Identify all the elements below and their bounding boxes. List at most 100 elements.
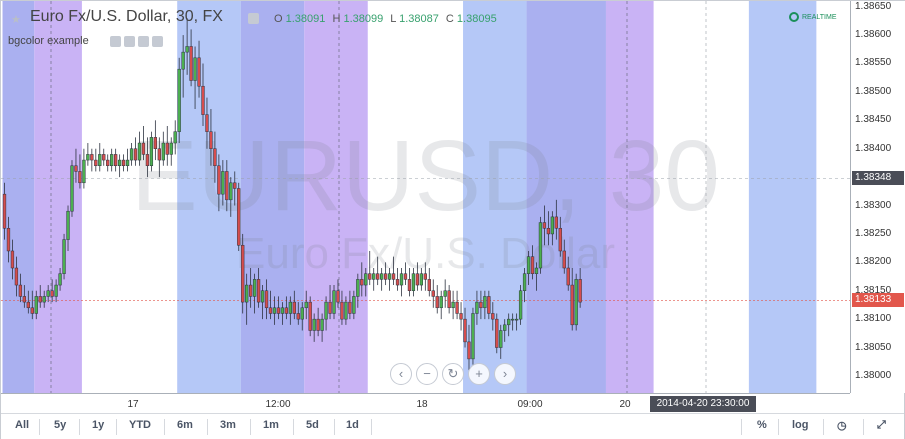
settings-icon[interactable]	[248, 13, 259, 24]
study-icons[interactable]	[110, 36, 166, 54]
crosshair-time-badge: 2014-04-20 23:30:00	[650, 396, 756, 412]
candle-body	[145, 154, 150, 167]
candle-body	[50, 290, 54, 297]
candle-body	[340, 301, 344, 320]
candle-body	[503, 324, 507, 331]
candle-body	[387, 273, 392, 280]
toolbar-separator	[741, 419, 742, 435]
range-button-ytd[interactable]: YTD	[129, 419, 151, 431]
candle-body	[574, 279, 578, 326]
candle-body	[6, 227, 11, 252]
candle-body	[431, 290, 435, 297]
candle-body	[94, 159, 98, 167]
candle-body	[229, 182, 233, 201]
range-button-1m[interactable]: 1m	[263, 419, 279, 431]
zoom-out-button[interactable]: −	[416, 363, 438, 385]
candle-body	[252, 279, 257, 297]
toolbar-separator	[207, 419, 208, 435]
background-band	[605, 1, 654, 393]
toolbar-separator	[39, 419, 40, 435]
candle-body	[177, 68, 181, 132]
candle-body	[495, 318, 499, 348]
candle-body	[241, 245, 245, 303]
time-tick-label: 09:00	[517, 399, 543, 410]
chart-plot-area[interactable]: EURUSD, 30 Euro Fx/U.S. Dollar	[1, 1, 850, 393]
background-band	[240, 1, 305, 393]
candle-body	[427, 279, 431, 291]
candle-body	[507, 318, 511, 326]
toolbar-separator	[863, 419, 864, 435]
range-button-6m[interactable]: 6m	[177, 419, 193, 431]
candle-body	[558, 227, 562, 252]
candle-body	[380, 273, 384, 280]
timezone-clock-icon[interactable]: ◷	[837, 420, 847, 432]
candle-body	[423, 273, 427, 280]
range-button-3m[interactable]: 3m	[220, 419, 236, 431]
candle-body	[157, 148, 161, 161]
range-button-all[interactable]: All	[15, 419, 30, 431]
toolbar-separator	[250, 419, 251, 435]
candle-body	[483, 296, 487, 309]
range-button-5d[interactable]: 5d	[306, 419, 319, 431]
eye-icon[interactable]	[110, 36, 121, 47]
time-axis[interactable]: 17 12:00 18 09:00 20	[1, 393, 850, 414]
candle-body	[550, 216, 555, 235]
range-button-5y[interactable]: 5y	[54, 419, 67, 431]
percent-scale-button[interactable]: %	[757, 419, 767, 431]
toolbar-separator	[334, 419, 335, 435]
settings-icon[interactable]	[124, 36, 135, 47]
candle-body	[197, 57, 201, 87]
close-label: C	[445, 13, 454, 25]
log-scale-button[interactable]: log	[792, 419, 809, 431]
close-icon[interactable]	[152, 36, 163, 47]
candle-body	[173, 131, 177, 144]
candle-body	[248, 284, 253, 297]
candle-body	[419, 273, 424, 286]
candle-body	[38, 296, 42, 303]
favorite-star-icon[interactable]: ★	[11, 14, 21, 26]
scroll-right-button[interactable]: ›	[494, 363, 516, 385]
toolbar-separator	[371, 419, 372, 435]
candle-body	[181, 51, 185, 70]
candle-body	[280, 307, 285, 314]
symbol-title[interactable]: Euro Fx/U.S. Dollar, 30, FX	[30, 8, 223, 25]
candle-body	[26, 301, 30, 309]
candle-body	[54, 284, 58, 297]
low-label: L	[390, 13, 397, 25]
candle-body	[58, 273, 62, 286]
candle-body	[284, 307, 289, 314]
range-button-1d[interactable]: 1d	[346, 419, 359, 431]
candle-body	[217, 165, 221, 195]
realtime-indicator: REALTIME	[789, 12, 837, 22]
toolbar-separator	[778, 419, 779, 435]
fullscreen-icon[interactable]: ⤢	[877, 419, 886, 431]
toolbar-separator	[164, 419, 165, 435]
range-button-1y[interactable]: 1y	[92, 419, 105, 431]
candle-body	[30, 307, 34, 314]
candle-body	[376, 273, 380, 280]
candle-body	[308, 301, 312, 331]
candle-body	[42, 296, 46, 303]
format-icon[interactable]	[138, 36, 149, 47]
legend-settings-icons[interactable]	[248, 13, 262, 25]
price-axis[interactable]: 1.38650 1.38600 1.38550 1.38500 1.38450 1.384…	[850, 1, 905, 393]
study-label[interactable]: bgcolor example	[8, 35, 89, 47]
candle-body	[542, 222, 547, 229]
zoom-in-button[interactable]: +	[468, 363, 490, 385]
candle-body	[570, 284, 574, 326]
candle-body	[133, 148, 138, 161]
open-label: O	[274, 13, 283, 25]
candle-body	[491, 313, 495, 320]
candle-body	[121, 159, 126, 167]
scroll-left-button[interactable]: ‹	[390, 363, 412, 385]
candle-body	[193, 57, 197, 81]
reset-button[interactable]: ↻	[442, 363, 464, 385]
candle-body	[14, 267, 19, 286]
candle-body	[245, 284, 249, 303]
candle-body	[78, 171, 82, 184]
time-tick-label: 17	[127, 399, 139, 410]
candle-body	[74, 165, 78, 172]
candle-body	[451, 301, 455, 309]
candle-body	[407, 279, 412, 291]
candle-body	[272, 307, 277, 314]
